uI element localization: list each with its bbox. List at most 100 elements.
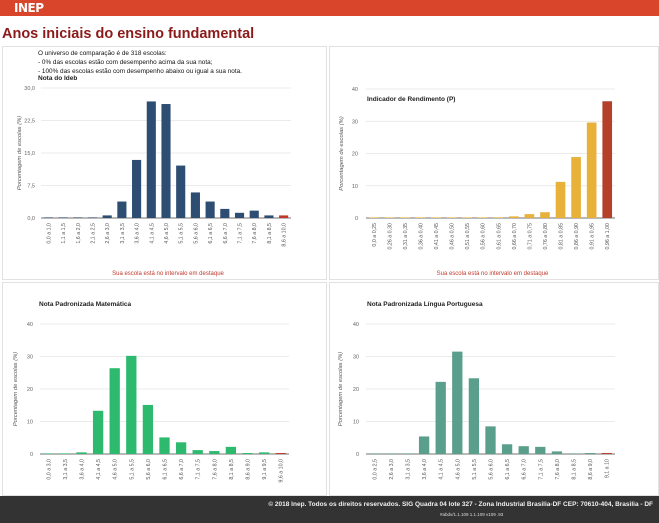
x-tick-label: 2,1 a 2,5 [90,223,96,244]
bar [402,453,413,454]
chart-panel-ideb: O universo de comparação é de 318 escola… [2,46,327,280]
x-tick-label: 7,6 a 8,0 [252,223,258,244]
bar [571,157,581,218]
bar [126,355,137,454]
inep-logo[interactable]: INEP [14,1,44,15]
bar [384,217,395,218]
bar [415,217,426,218]
bar [192,450,203,454]
x-tick-label: 4,6 a 5,0 [164,223,170,244]
chart-panel-matematica: Nota Padronizada Matemática 0 10 20 30 40 Porc… [2,282,327,496]
x-tick-label: 1,6 a 2,0 [76,223,82,244]
bar-highlighted [602,101,613,218]
bar [43,453,54,454]
bar [462,217,472,218]
x-tick-label: 5,1 a 5,5 [472,459,478,480]
x-tick-label: 4,1 a 4,5 [439,459,445,480]
chart-panel-portugues: Nota Padronizada Língua Portuguesa 0 10 20 3… [329,282,659,496]
bar [58,217,68,218]
bar [132,159,142,218]
bar-highlighted [275,453,286,454]
y-tick-label: 10 [27,420,33,426]
x-tick-label: 5,1 a 5,5 [129,459,135,480]
y-tick-label: 20 [27,387,33,393]
bar [76,452,87,454]
x-tick-label: 4,6 a 5,0 [113,459,119,480]
bar [161,104,171,218]
x-tick-label: 0,36 a 0,40 [418,223,424,250]
comparison-line: O universo de comparação é de 318 escola… [38,50,167,57]
x-tick-label: 0,96 a 1,00 [605,223,611,250]
chart-title: Nota Padronizada Matemática [39,301,131,308]
bar [175,442,187,454]
x-tick-label: 7,1 a 7,5 [238,223,244,244]
y-tick-label: 0 [356,452,359,458]
y-tick-label: 40 [352,87,358,93]
highlight-note: Sua escola está no intervalo em destaque [437,271,549,277]
x-tick-label: 3,1 a 3,5 [120,223,126,244]
y-tick-label: 30 [353,355,359,361]
x-tick-label: 3,1 a 3,5 [63,459,69,480]
bar [220,208,230,218]
footer-version: #abdv/1.1.109 1.1.109 v109 .93 [440,512,504,517]
bar [225,446,237,454]
bar [87,217,98,218]
y-axis-label: Porcentagem de escolas (%) [338,352,344,426]
x-tick-label: 0,0 a 0,25 [372,223,378,247]
x-tick-label: 6,6 a 7,0 [179,459,185,480]
bar [159,437,170,454]
bar [535,446,546,454]
highlight-note: Sua escola está no intervalo em destaque [112,271,224,277]
bar [477,217,488,218]
comparison-info: O universo de comparação é de 318 escola… [38,50,242,76]
bar [431,217,441,218]
bar [518,446,529,454]
x-tick-label: 2,6 a 3,0 [105,223,111,244]
x-tick-label: 8,1 a 8,5 [267,223,273,244]
x-tick-label: 6,1 a 6,5 [505,459,511,480]
bar-highlighted [279,215,289,218]
x-tick-label: 5,6 a 6,0 [146,459,152,480]
x-tick-label: 8,6 a 9,0 [588,459,594,480]
bar [242,453,253,454]
y-tick-label: 22,5 [24,119,35,125]
x-tick-label: 7,6 a 8,0 [555,459,561,480]
bar [102,215,112,218]
bar [524,214,535,218]
x-tick-label: 0,0 a 2,5 [372,459,378,480]
bar [146,101,156,218]
bar [190,192,200,218]
y-tick-label: 15,0 [24,151,35,157]
y-tick-label: 20 [352,152,358,158]
x-tick-label: 5,1 a 5,5 [179,223,185,244]
y-tick-label: 40 [27,322,33,328]
bar [435,381,446,454]
chart-title: Nota Padronizada Língua Portuguesa [367,301,483,308]
x-tick-label: 9,1 a 10 [605,459,611,478]
x-tick-label: 8,6 a 10,0 [282,223,288,247]
y-axis-label: Porcentagem de escolas (%) [339,116,345,190]
bar [568,453,579,454]
footer: © 2018 Inep. Todos os direitos reservado… [0,496,659,523]
bar [446,217,457,218]
bar [59,453,71,454]
x-tick-label: 0,41 a 0,45 [434,223,440,250]
bar [555,181,566,218]
bar [418,436,430,454]
bar [540,212,550,218]
x-tick-label: 0,56 a 0,60 [481,223,487,250]
x-tick-label: 0,26 a 0,30 [387,223,393,250]
bar [92,410,104,454]
chart-title: Indicador de Rendimento (P) [367,96,455,103]
bar [501,444,513,454]
bar [385,453,397,454]
x-tick-label: 5,6 a 6,0 [193,223,199,244]
x-tick-label: 0,31 a 0,35 [403,223,409,250]
x-tick-label: 4,1 a 4,5 [149,223,155,244]
bar [584,453,596,454]
y-tick-label: 0,0 [27,216,35,222]
bar [264,215,274,218]
bar [400,217,410,218]
bar [369,453,380,454]
bar [176,165,186,218]
